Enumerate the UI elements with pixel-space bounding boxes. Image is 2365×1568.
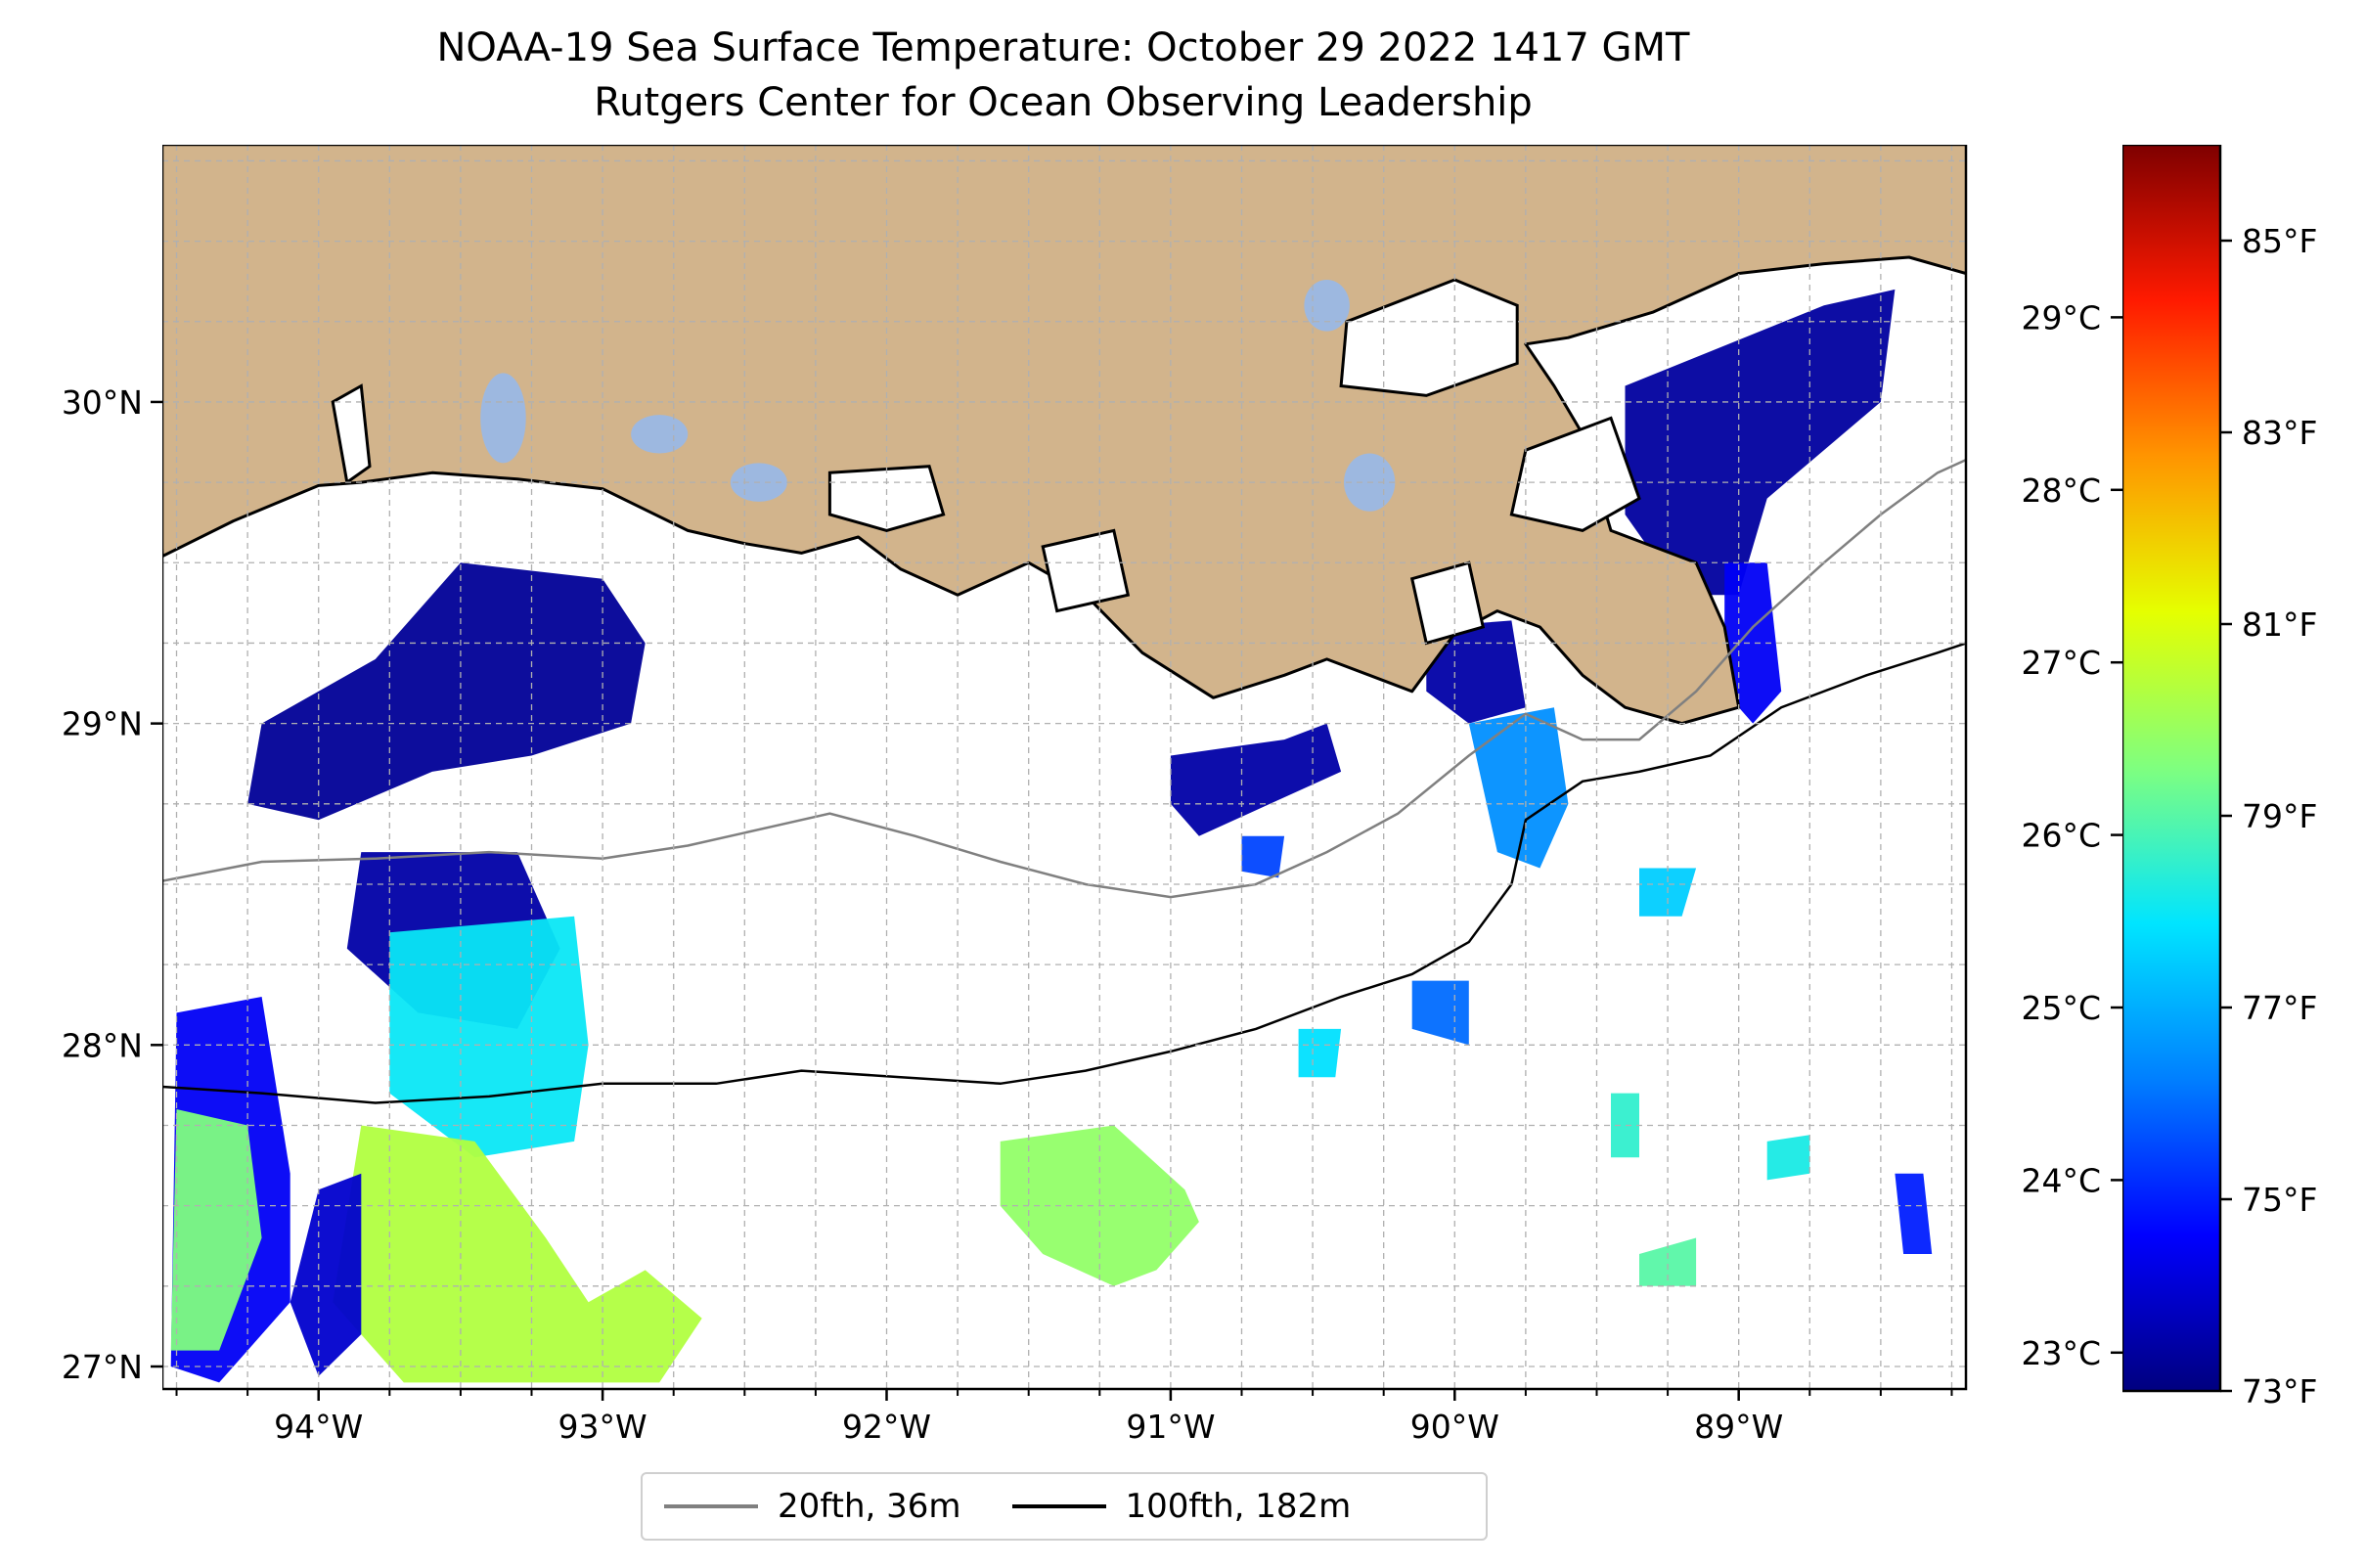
colorbar-c-label: 28°C bbox=[2021, 471, 2101, 510]
water-barataria-bay bbox=[1409, 560, 1486, 646]
sst-patch-terrebonne-cold bbox=[1426, 620, 1526, 724]
y-tick-label: 27°N bbox=[62, 1348, 143, 1386]
land bbox=[162, 145, 1966, 726]
sst-patch-plume-spot-blue bbox=[1241, 835, 1285, 878]
sst-patch-east-deep-cyan bbox=[1611, 1093, 1639, 1158]
grand-lake bbox=[631, 415, 689, 454]
sst-patch-south-slope-cyan bbox=[1298, 1028, 1342, 1078]
colorbar bbox=[2122, 145, 2222, 1393]
sst-patch-southwest-warm bbox=[333, 1125, 702, 1383]
water-lake-pontchartrain bbox=[1339, 278, 1519, 397]
sst-patch-delta-mid-blue bbox=[1468, 707, 1569, 869]
sst-patch-far-east-blue bbox=[1895, 1173, 1933, 1254]
water-vermilion-bay bbox=[827, 465, 946, 532]
y-tick-label: 30°N bbox=[62, 383, 143, 422]
lake-maurepas bbox=[1304, 280, 1350, 332]
legend-item-100fth: 100fth, 182m bbox=[1011, 1487, 1381, 1526]
sst-patch-southwest-cold-rim bbox=[290, 1173, 362, 1376]
sst-patch-west-deep-green bbox=[170, 1109, 262, 1351]
map-frame bbox=[162, 145, 1968, 1391]
sst-patch-west-mid-cyan bbox=[389, 916, 589, 1158]
colorbar-c-label: 24°C bbox=[2021, 1161, 2101, 1199]
sst-patch-west-shelf-cold bbox=[247, 562, 646, 821]
legend: 20fth, 36m 100fth, 182m bbox=[641, 1472, 1488, 1541]
isobath-100fth bbox=[162, 642, 1966, 1104]
legend-swatch-20fth bbox=[664, 1504, 758, 1508]
colorbar-c-label: 29°C bbox=[2021, 298, 2101, 336]
legend-label-20fth: 20fth, 36m bbox=[778, 1487, 961, 1526]
chart-subtitle: Rutgers Center for Ocean Observing Leade… bbox=[594, 80, 1533, 125]
colorbar-c-label: 26°C bbox=[2021, 817, 2101, 855]
legend-label-100fth: 100fth, 182m bbox=[1125, 1487, 1352, 1526]
colorbar-c-label: 27°C bbox=[2021, 644, 2101, 682]
sst-patch-plume-nearshore bbox=[1170, 723, 1342, 836]
water-breton-sound bbox=[1509, 416, 1641, 532]
map-plot-area bbox=[162, 145, 1966, 1389]
sst-patch-east-deep-spot bbox=[1766, 1135, 1810, 1181]
colorbar-c-label: 23°C bbox=[2021, 1334, 2101, 1372]
colorbar-c-label: 25°C bbox=[2021, 989, 2101, 1027]
chart-title: NOAA-19 Sea Surface Temperature: October… bbox=[436, 25, 1690, 70]
colorbar-gradient bbox=[2122, 145, 2222, 1393]
sst-patch-south-slope-blue bbox=[1411, 980, 1469, 1046]
legend-item-20fth: 20fth, 36m bbox=[664, 1487, 991, 1526]
sst-map bbox=[162, 145, 1968, 1396]
y-tick-label: 29°N bbox=[62, 705, 143, 743]
water-sabine-lake bbox=[331, 383, 372, 485]
legend-swatch-100fth bbox=[1011, 1504, 1106, 1508]
y-tick-label: 28°N bbox=[62, 1026, 143, 1064]
sst-patch-chandeleur-cold bbox=[1625, 289, 1896, 596]
lake-calcasieu bbox=[480, 373, 526, 464]
sst-patch-east-deep-green bbox=[1639, 1237, 1697, 1286]
water-atchafalaya-bay bbox=[1041, 528, 1131, 613]
